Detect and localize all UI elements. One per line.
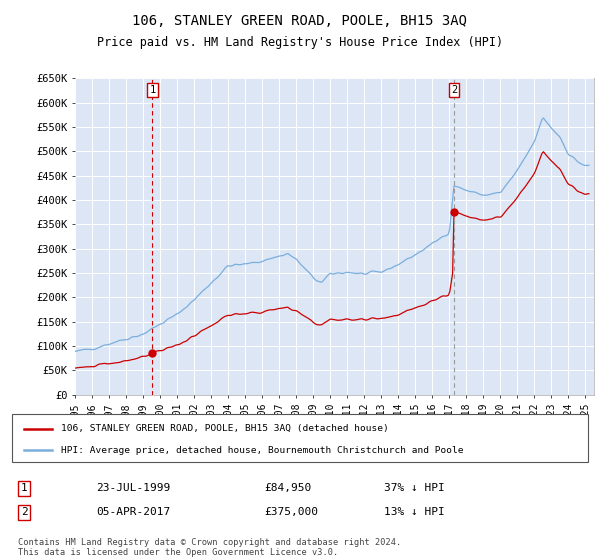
Text: £84,950: £84,950	[264, 483, 311, 493]
Text: 1: 1	[149, 85, 155, 95]
FancyBboxPatch shape	[12, 414, 588, 462]
Text: 05-APR-2017: 05-APR-2017	[96, 507, 170, 517]
Text: £375,000: £375,000	[264, 507, 318, 517]
Text: Price paid vs. HM Land Registry's House Price Index (HPI): Price paid vs. HM Land Registry's House …	[97, 36, 503, 49]
Text: HPI: Average price, detached house, Bournemouth Christchurch and Poole: HPI: Average price, detached house, Bour…	[61, 446, 463, 455]
Text: 2: 2	[20, 507, 28, 517]
Text: 2: 2	[451, 85, 457, 95]
Text: 37% ↓ HPI: 37% ↓ HPI	[384, 483, 445, 493]
Text: 23-JUL-1999: 23-JUL-1999	[96, 483, 170, 493]
Text: 106, STANLEY GREEN ROAD, POOLE, BH15 3AQ: 106, STANLEY GREEN ROAD, POOLE, BH15 3AQ	[133, 14, 467, 28]
Text: 1: 1	[20, 483, 28, 493]
Text: 13% ↓ HPI: 13% ↓ HPI	[384, 507, 445, 517]
Text: 106, STANLEY GREEN ROAD, POOLE, BH15 3AQ (detached house): 106, STANLEY GREEN ROAD, POOLE, BH15 3AQ…	[61, 424, 389, 433]
Text: Contains HM Land Registry data © Crown copyright and database right 2024.
This d: Contains HM Land Registry data © Crown c…	[18, 538, 401, 557]
